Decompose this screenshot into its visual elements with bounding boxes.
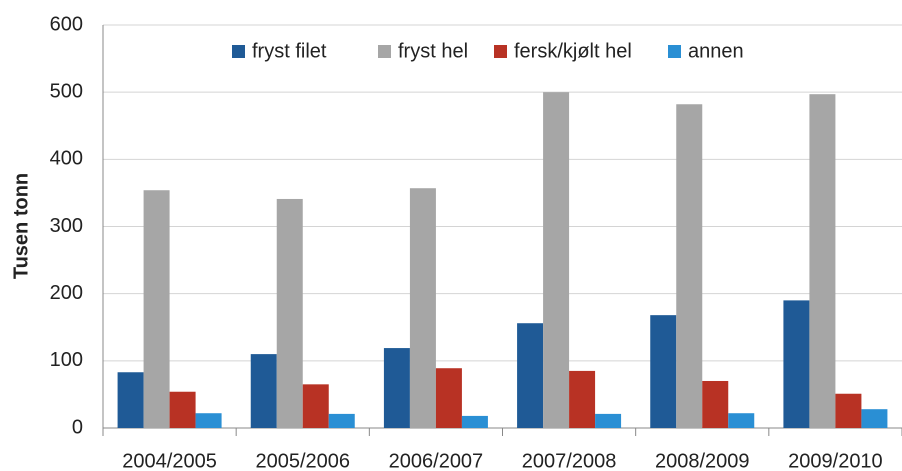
legend-label: fryst hel [398, 40, 468, 62]
bar [728, 413, 755, 428]
bar [595, 413, 622, 428]
bar [461, 415, 488, 428]
bar [276, 198, 303, 428]
y-tick-label: 0 [72, 416, 83, 438]
legend-swatch [232, 45, 245, 58]
bar [517, 323, 544, 428]
y-tick-label: 100 [50, 349, 83, 371]
bar [328, 413, 355, 428]
legend-label: fersk/kjølt hel [514, 40, 632, 62]
y-tick-label: 400 [50, 148, 83, 170]
bar [783, 300, 810, 428]
bar [676, 104, 703, 429]
y-axis-label: Tusen tonn [10, 173, 32, 279]
bar [409, 188, 436, 428]
bar [702, 380, 729, 428]
x-tick-label: 2004/2005 [122, 450, 217, 471]
bar [861, 409, 888, 428]
bar [302, 384, 329, 428]
bar [383, 348, 410, 428]
legend-swatch [668, 45, 681, 58]
x-tick-label: 2005/2006 [255, 450, 350, 471]
bar [650, 315, 677, 428]
bar [117, 372, 144, 428]
x-tick-label: 2006/2007 [389, 450, 484, 471]
bar [809, 94, 836, 428]
bar [250, 354, 277, 428]
y-tick-label: 600 [50, 13, 83, 35]
bar [195, 413, 222, 428]
legend-label: fryst filet [252, 40, 327, 62]
legend-label: annen [688, 40, 744, 62]
bar [835, 393, 862, 428]
bar [435, 368, 462, 428]
x-tick-label: 2007/2008 [522, 450, 617, 471]
y-tick-label: 300 [50, 215, 83, 237]
y-tick-label: 500 [50, 80, 83, 102]
bar [569, 370, 596, 428]
x-tick-label: 2008/2009 [655, 450, 750, 471]
bar [143, 190, 170, 428]
bar [169, 391, 196, 428]
legend-swatch [378, 45, 391, 58]
y-tick-label: 200 [50, 282, 83, 304]
x-tick-label: 2009/2010 [788, 450, 883, 471]
bar [543, 92, 570, 429]
legend-swatch [494, 45, 507, 58]
